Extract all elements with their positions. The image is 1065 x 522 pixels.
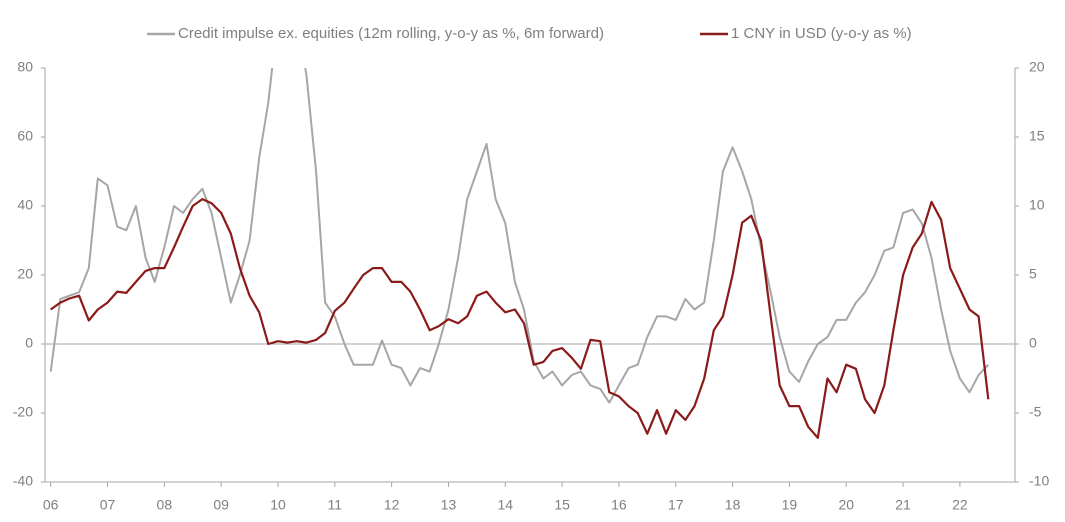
- legend-label: 1 CNY in USD (y-o-y as %): [731, 25, 912, 42]
- series-line: [50, 198, 990, 439]
- plot-area: [49, 68, 990, 439]
- x-tick-label: 20: [838, 497, 854, 513]
- y2-tick-label: 5: [1029, 266, 1037, 282]
- y-tick-label: 80: [17, 59, 33, 75]
- x-tick-label: 13: [441, 497, 457, 513]
- x-tick-label: 15: [554, 497, 570, 513]
- x-tick-label: 12: [384, 497, 400, 513]
- x-tick-label: 19: [782, 497, 798, 513]
- x-tick-label: 14: [497, 497, 513, 513]
- series-line: [49, 68, 990, 404]
- x-tick-label: 10: [270, 497, 286, 513]
- x-tick-label: 08: [157, 497, 173, 513]
- y-tick-label: 20: [17, 266, 33, 282]
- y2-tick-label: -10: [1029, 473, 1049, 489]
- y2-tick-label: 10: [1029, 197, 1045, 213]
- x-tick-label: 16: [611, 497, 627, 513]
- y-tick-label: -40: [13, 473, 33, 489]
- x-tick-label: 07: [100, 497, 116, 513]
- x-tick-label: 06: [43, 497, 59, 513]
- y-tick-label: 0: [25, 335, 33, 351]
- y-tick-label: 60: [17, 128, 33, 144]
- y-tick-label: 40: [17, 197, 33, 213]
- y-tick-label: -20: [13, 404, 33, 420]
- x-tick-label: 22: [952, 497, 968, 513]
- y2-tick-label: -5: [1029, 404, 1042, 420]
- y2-tick-label: 20: [1029, 59, 1045, 75]
- legend-label: Credit impulse ex. equities (12m rolling…: [178, 25, 604, 42]
- y2-tick-label: 0: [1029, 335, 1037, 351]
- x-tick-label: 09: [213, 497, 229, 513]
- x-tick-label: 21: [895, 497, 911, 513]
- x-tick-label: 17: [668, 497, 684, 513]
- legend: Credit impulse ex. equities (12m rolling…: [147, 25, 912, 42]
- x-tick-label: 18: [725, 497, 741, 513]
- y2-tick-label: 15: [1029, 128, 1045, 144]
- x-tick-label: 11: [328, 497, 343, 513]
